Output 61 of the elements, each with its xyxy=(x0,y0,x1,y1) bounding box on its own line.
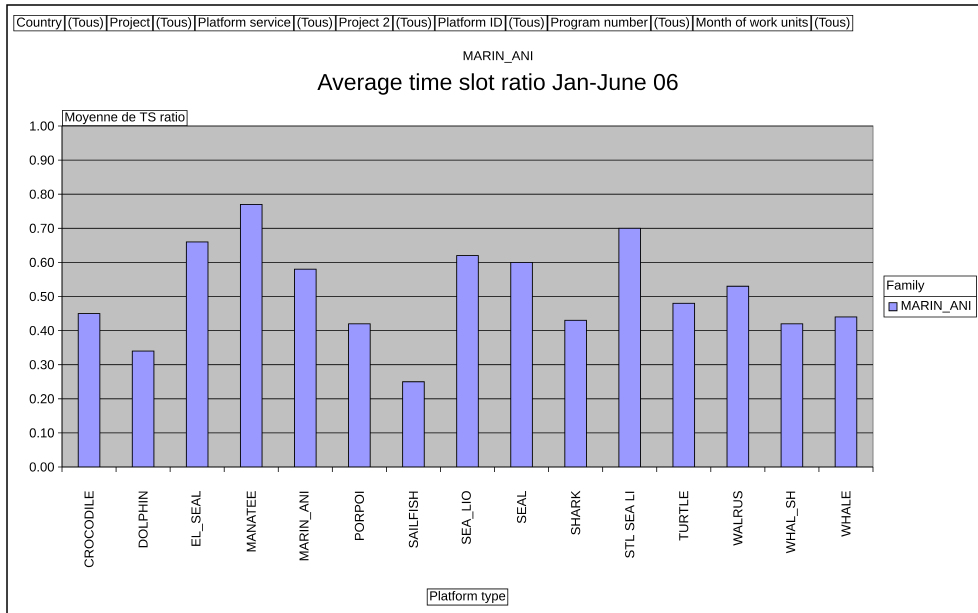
text: (Tous) xyxy=(298,17,332,30)
text: (Tous) xyxy=(156,17,192,30)
x-tick-label: STL SEA LI xyxy=(625,492,634,558)
bar xyxy=(348,324,370,467)
x-tick-label: SAILFISH xyxy=(408,492,418,548)
chart-title: Average time slot ratio Jan-June 06 xyxy=(317,73,678,95)
legend-title: Family xyxy=(887,280,924,292)
text: Project xyxy=(110,17,150,30)
bar xyxy=(456,256,478,467)
bar xyxy=(618,228,641,467)
text: Platform service xyxy=(198,17,290,27)
text: (Tous) xyxy=(654,17,690,30)
y-tick-label: 0.00 xyxy=(30,462,54,472)
y-axis-title: Moyenne de TS ratio xyxy=(65,112,185,124)
bar xyxy=(240,204,262,467)
x-tick-label: WHAL_SH xyxy=(786,492,798,554)
bar xyxy=(672,303,695,467)
y-tick-label: 0.80 xyxy=(30,190,54,199)
x-tick-label: TURTLE xyxy=(679,491,688,541)
text: (Tous) xyxy=(396,17,432,30)
y-tick-label: 0.40 xyxy=(30,326,54,336)
bar xyxy=(564,320,586,467)
x-tick-label: SEAL xyxy=(516,490,526,524)
y-tick-label: 0.20 xyxy=(30,394,54,404)
text: Month of work units xyxy=(696,17,808,27)
bar xyxy=(727,286,749,467)
y-tick-label: 0.90 xyxy=(30,155,54,165)
text: (Tous) xyxy=(814,17,850,30)
bar xyxy=(402,382,424,467)
y-tick-label: 0.50 xyxy=(30,292,54,302)
x-tick-label: MARIN_ANI xyxy=(300,492,312,560)
bar xyxy=(510,262,532,467)
x-tick-label: WHALE xyxy=(842,491,850,537)
bar xyxy=(132,351,154,467)
x-tick-label: EL_SEAL xyxy=(191,490,204,546)
x-tick-label: SHARK xyxy=(571,490,580,535)
x-tick-label: DOLPHIN xyxy=(138,492,148,548)
y-tick-label: 0.70 xyxy=(30,224,54,233)
y-tick-label: 1.00 xyxy=(30,121,54,131)
bar xyxy=(781,324,803,467)
x-axis-title: Platform type xyxy=(430,590,506,604)
text: (Tous) xyxy=(509,17,544,30)
x-tick-label: SEA_LIO xyxy=(462,491,474,544)
x-tick-label: WALRUS xyxy=(733,491,742,546)
text: Program number xyxy=(551,17,648,30)
text: Country xyxy=(16,18,62,30)
bar xyxy=(294,269,316,467)
y-tick-label: 0.10 xyxy=(30,428,54,438)
x-tick-label: PORPOI xyxy=(354,492,364,540)
x-tick-label: CROCODILE xyxy=(84,491,94,568)
text: Project 2 xyxy=(340,17,390,30)
bar xyxy=(78,314,100,467)
legend-label: MARIN_ANI xyxy=(902,300,970,313)
text: Platform ID xyxy=(438,17,502,27)
y-tick-label: 0.60 xyxy=(30,258,54,267)
bar xyxy=(834,316,858,467)
bar xyxy=(186,242,208,467)
x-tick-label: MANATEE xyxy=(246,491,256,552)
y-tick-label: 0.30 xyxy=(30,360,54,370)
chart-subtitle: MARIN_ANI xyxy=(464,51,532,63)
text: (Tous) xyxy=(68,17,103,30)
